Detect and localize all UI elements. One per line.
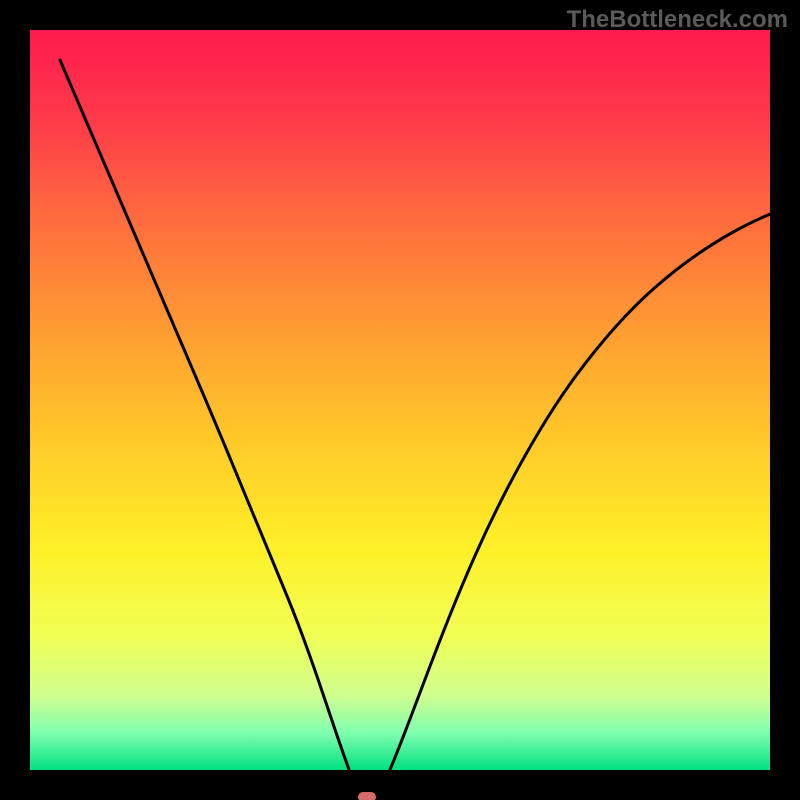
chart-container: { "watermark": { "text": "TheBottleneck.… — [0, 0, 800, 800]
bottleneck-curve — [60, 60, 770, 770]
minimum-marker — [358, 792, 376, 800]
plot-area — [30, 30, 770, 770]
watermark-text: TheBottleneck.com — [567, 6, 788, 34]
curve-svg — [30, 30, 770, 770]
